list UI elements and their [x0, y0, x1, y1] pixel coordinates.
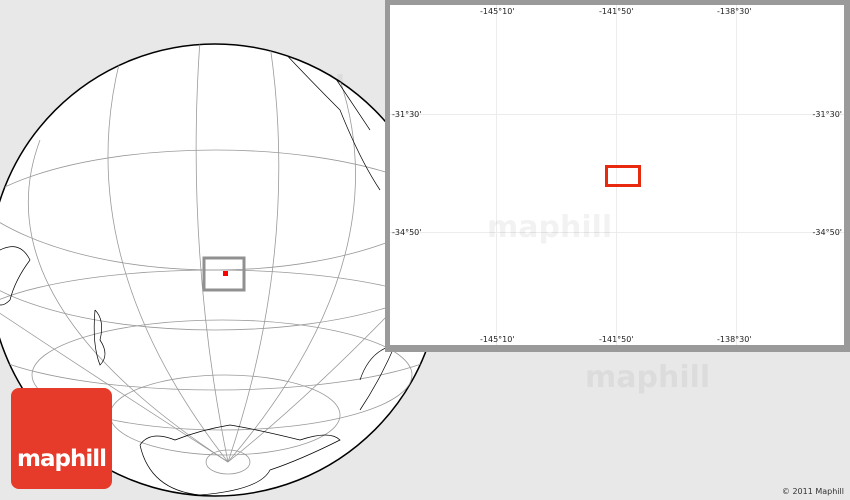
location-box: [605, 165, 641, 187]
copyright: © 2011 Maphill: [781, 487, 844, 496]
meridian-line: [616, 5, 617, 345]
latitude-label: -34°50': [812, 228, 842, 237]
parallel-line: [390, 232, 844, 233]
logo-text: maphill: [17, 446, 107, 472]
location-marker: [223, 271, 228, 276]
watermark: maphill: [585, 360, 711, 395]
longitude-label: -145°10': [480, 335, 515, 344]
latitude-label: -34°50': [392, 228, 422, 237]
parallel-line: [390, 114, 844, 115]
longitude-label: -141°50': [599, 7, 634, 16]
maphill-logo[interactable]: maphill: [11, 388, 112, 489]
longitude-label: -145°10': [480, 7, 515, 16]
longitude-label: -138°30': [717, 335, 752, 344]
inset-map: maphill -145°10' -141°50' -138°30' -145°…: [385, 0, 850, 352]
latitude-label: -31°30': [812, 110, 842, 119]
inset-map-area: maphill -145°10' -141°50' -138°30' -145°…: [390, 5, 844, 345]
meridian-line: [736, 5, 737, 345]
meridian-line: [496, 5, 497, 345]
watermark: maphill: [487, 210, 613, 245]
latitude-label: -31°30': [392, 110, 422, 119]
longitude-label: -138°30': [717, 7, 752, 16]
longitude-label: -141°50': [599, 335, 634, 344]
graticule: [0, 44, 441, 475]
inset-frame: [202, 256, 246, 292]
